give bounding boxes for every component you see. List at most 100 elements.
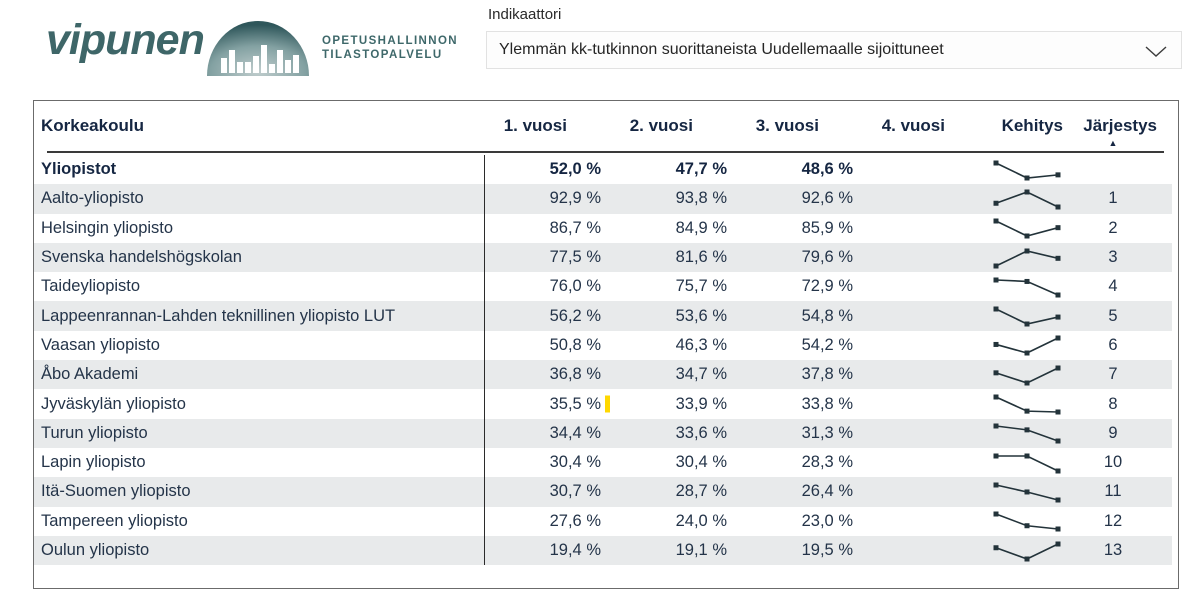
row-institution-name: Lappeenrannan-Lahden teknillinen yliopis…	[34, 301, 485, 331]
row-value-year1: 34,4 %	[549, 423, 601, 442]
indicator-dropdown[interactable]: Ylemmän kk-tutkinnon suorittaneista Uude…	[486, 31, 1182, 69]
row-institution-name: Tampereen yliopisto	[34, 506, 485, 536]
row-sparkline	[989, 360, 1065, 389]
row-sparkline	[989, 477, 1065, 506]
row-sparkline	[989, 331, 1065, 360]
row-rank: 3	[1108, 248, 1118, 267]
row-value-year2: 33,6 %	[675, 423, 727, 442]
table-row[interactable]: Åbo Akademi 36,8 % 34,7 % 37,8 % 7	[34, 360, 1172, 390]
vipunen-dome-chart-icon	[207, 21, 309, 76]
table-row[interactable]: Vaasan yliopisto 50,8 % 46,3 % 54,2 % 6	[34, 330, 1172, 361]
row-rank: 2	[1108, 218, 1118, 237]
row-value-year2: 47,7 %	[675, 160, 727, 179]
row-value-year2: 46,3 %	[675, 335, 727, 354]
row-sparkline	[989, 243, 1065, 272]
table-row[interactable]: Aalto-yliopisto 92,9 % 93,8 % 92,6 % 1	[34, 184, 1172, 214]
chevron-down-icon	[1145, 46, 1167, 57]
row-rank: 7	[1108, 365, 1118, 384]
highlight-marker-icon	[605, 395, 610, 413]
column-header-vuosi-4[interactable]: 4. vuosi	[881, 116, 945, 135]
row-value-year3: 79,6 %	[801, 248, 853, 267]
row-institution-name: Åbo Akademi	[34, 360, 485, 390]
row-value-year1: 56,2 %	[549, 306, 601, 325]
table-row[interactable]: Itä-Suomen yliopisto 30,7 % 28,7 % 26,4 …	[34, 477, 1172, 507]
row-sparkline	[989, 301, 1065, 330]
row-sparkline	[989, 448, 1065, 477]
row-rank: 11	[1104, 482, 1122, 501]
row-value-year3: 72,9 %	[801, 277, 853, 296]
row-rank: 9	[1108, 423, 1118, 442]
table-row[interactable]: Taideyliopisto 76,0 % 75,7 % 72,9 % 4	[34, 272, 1172, 302]
row-sparkline	[989, 272, 1065, 301]
table-row[interactable]: Jyväskylän yliopisto 35,5 % 33,9 % 33,8 …	[34, 389, 1172, 419]
row-value-year2: 19,1 %	[675, 541, 727, 559]
header-divider	[47, 151, 1164, 153]
row-value-year1: 30,4 %	[549, 453, 601, 472]
column-header-vuosi-1[interactable]: 1. vuosi	[503, 116, 567, 135]
column-header-vuosi-3[interactable]: 3. vuosi	[755, 116, 819, 135]
column-header-kehitys[interactable]: Kehitys	[1001, 116, 1063, 135]
indicator-selected-value: Ylemmän kk-tutkinnon suorittaneista Uude…	[499, 41, 944, 58]
row-sparkline	[989, 184, 1065, 213]
row-value-year2: 24,0 %	[675, 511, 727, 530]
row-sparkline	[989, 155, 1065, 184]
row-institution-name: Svenska handelshögskolan	[34, 242, 485, 273]
row-value-year1: 50,8 %	[549, 335, 601, 354]
logo-tagline: OPETUSHALLINNON TILASTOPALVELU	[322, 34, 458, 62]
table-row[interactable]: Turun yliopisto 34,4 % 33,6 % 31,3 % 9	[34, 418, 1172, 448]
row-value-year2: 81,6 %	[675, 248, 727, 267]
row-value-year2: 33,9 %	[675, 394, 727, 413]
row-value-year1: 76,0 %	[549, 277, 601, 296]
row-rank: 8	[1108, 394, 1118, 413]
table-row[interactable]: Helsingin yliopisto 86,7 % 84,9 % 85,9 %…	[34, 213, 1172, 243]
row-institution-name: Aalto-yliopisto	[34, 184, 485, 214]
row-institution-name: Helsingin yliopisto	[34, 213, 485, 243]
row-rank: 4	[1108, 277, 1118, 296]
column-header-jarjestys[interactable]: Järjestys	[1083, 116, 1157, 135]
row-institution-name: Itä-Suomen yliopisto	[34, 477, 485, 507]
row-value-year3: 23,0 %	[801, 511, 853, 530]
table-header-row: Korkeakoulu 1. vuosi 2. vuosi 3. vuosi 4…	[34, 101, 1178, 151]
indicator-label: Indikaattori	[488, 6, 562, 23]
row-value-year2: 84,9 %	[675, 218, 727, 237]
table-row[interactable]: Svenska handelshögskolan 77,5 % 81,6 % 7…	[34, 242, 1172, 273]
results-table: Korkeakoulu 1. vuosi 2. vuosi 3. vuosi 4…	[33, 100, 1179, 589]
table-row[interactable]: Lapin yliopisto 30,4 % 30,4 % 28,3 % 10	[34, 447, 1172, 478]
row-value-year3: 33,8 %	[801, 394, 853, 413]
sort-ascending-icon: ▲	[1108, 138, 1118, 148]
table-row[interactable]: Yliopistot 52,0 % 47,7 % 48,6 %	[34, 155, 1172, 185]
row-value-year3: 92,6 %	[801, 189, 853, 208]
row-value-year2: 30,4 %	[675, 453, 727, 472]
row-rank: 6	[1108, 335, 1118, 354]
row-institution-name: Turun yliopisto	[34, 418, 485, 448]
row-rank: 5	[1108, 306, 1118, 325]
row-rank: 10	[1103, 453, 1123, 472]
column-header-korkeakoulu[interactable]: Korkeakoulu	[41, 116, 144, 135]
row-value-year3: 37,8 %	[801, 365, 853, 384]
row-value-year1: 86,7 %	[549, 218, 601, 237]
row-value-year1: 30,7 %	[549, 482, 601, 501]
row-sparkline	[989, 419, 1065, 448]
row-institution-name: Jyväskylän yliopisto	[34, 389, 485, 419]
row-value-year2: 53,6 %	[675, 306, 727, 325]
row-value-year3: 31,3 %	[801, 423, 853, 442]
row-sparkline	[989, 389, 1065, 418]
row-value-year3: 26,4 %	[801, 482, 853, 501]
row-value-year1: 36,8 %	[549, 365, 601, 384]
vipunen-logo-text: vipunen	[46, 16, 205, 64]
row-value-year1: 52,0 %	[549, 160, 601, 179]
row-institution-name: Taideyliopisto	[34, 272, 485, 302]
logo-tagline-line2: TILASTOPALVELU	[322, 49, 443, 61]
table-row[interactable]: Tampereen yliopisto 27,6 % 24,0 % 23,0 %…	[34, 506, 1172, 536]
table-row[interactable]: Lappeenrannan-Lahden teknillinen yliopis…	[34, 301, 1172, 331]
row-rank: 13	[1103, 541, 1123, 559]
row-value-year1: 27,6 %	[549, 511, 601, 530]
row-value-year3: 54,2 %	[801, 335, 853, 354]
row-institution-name: Lapin yliopisto	[34, 447, 485, 478]
row-value-year3: 54,8 %	[801, 306, 853, 325]
column-header-vuosi-2[interactable]: 2. vuosi	[629, 116, 693, 135]
row-value-year2: 28,7 %	[675, 482, 727, 501]
table-row[interactable]: Oulun yliopisto 19,4 % 19,1 % 19,5 % 13	[34, 535, 1172, 566]
row-sparkline	[989, 536, 1065, 565]
row-value-year1: 35,5 %	[485, 395, 611, 414]
